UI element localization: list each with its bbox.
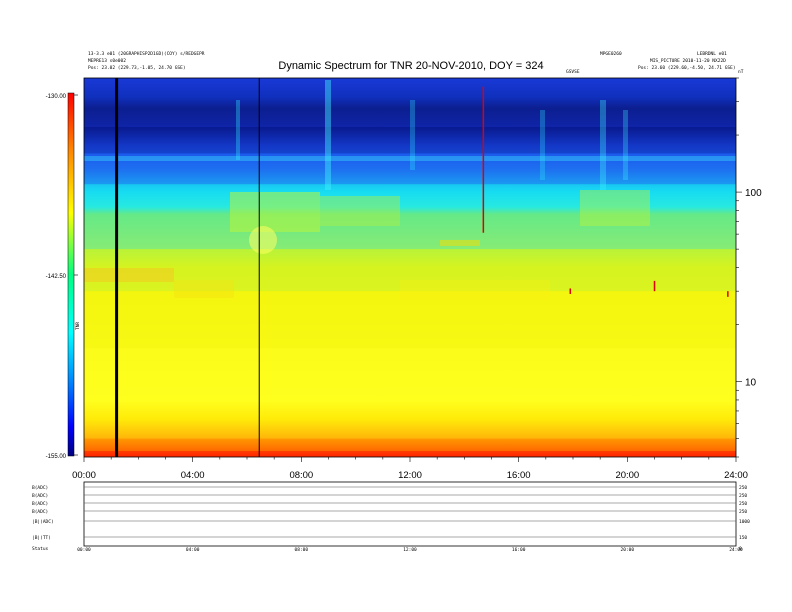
- sub-panel-time-label-6: 24:00: [729, 547, 743, 553]
- time-tick-label-2: 08:00: [289, 470, 313, 481]
- spectrogram-plot: [83, 77, 737, 458]
- colorbar-ticks: [74, 94, 78, 456]
- sub-panel-time-ticks: 00:00 04:00 08:00 12:00 16:00 20:00 24:00: [77, 547, 743, 553]
- header-left-line-2: MEPRE13 s0e002: [88, 58, 126, 64]
- frequency-band-7: [84, 438, 736, 452]
- frequency-band-2: [84, 153, 736, 185]
- frequency-band-4: [84, 249, 736, 292]
- sub-panel-label-5: |B|(TT): [32, 535, 51, 541]
- frequency-axis: 100 10: [736, 77, 762, 458]
- frequency-band-8: [84, 451, 736, 457]
- header-left-line-1: 13-3.3 e01 (20GRAPHISP2D1GD)(COY) s/REDG…: [88, 51, 205, 57]
- colorbar-tick-mid: -142.50: [46, 274, 67, 280]
- header-mid-right: GSVSE: [566, 69, 580, 75]
- time-axis: 00:00 04:00 08:00 12:00 16:00 20:00 24:00: [72, 457, 748, 481]
- sub-panel-right-label-5: 150: [739, 535, 747, 541]
- colorbar-label: TNR: [75, 322, 81, 330]
- colorbar: [67, 92, 75, 457]
- header-right-line-4: Pos: 23.60 (229.60,-4.50, 24.71 GSE): [638, 65, 736, 71]
- sub-panel-right-label-3: 250: [739, 509, 747, 515]
- sub-panel-time-label-2: 08:00: [295, 547, 309, 553]
- sub-panel-time-label-5: 20:00: [621, 547, 635, 553]
- frequency-band-6: [84, 348, 736, 439]
- freq-tick-label-0: 100: [745, 188, 762, 199]
- header-corner: nT: [738, 69, 744, 75]
- sub-panel-label-2: B(ADC): [32, 501, 48, 507]
- time-tick-label-0: 00:00: [72, 470, 96, 481]
- spectrogram-texture: [84, 80, 736, 300]
- sub-panel-right-label-1: 250: [739, 493, 747, 499]
- time-tick-label-6: 24:00: [724, 470, 748, 481]
- spectrogram-background: [84, 78, 736, 457]
- sub-panel-right-label-4: 1000: [739, 519, 750, 525]
- sub-panel-label-6: Status: [32, 546, 49, 552]
- sub-panel-time-label-4: 16:00: [512, 547, 526, 553]
- colorbar-tick-top: -130.00: [46, 94, 67, 100]
- frequency-band-1: [84, 127, 736, 154]
- time-tick-label-5: 20:00: [615, 470, 639, 481]
- time-tick-label-4: 16:00: [507, 470, 531, 481]
- sub-panel-rows: B(ADC) 250 B(ADC) 250 B(ADC) 250 B(ADC) 250 |B|(…: [32, 485, 750, 552]
- chart-title: Dynamic Spectrum for TNR 20-NOV-2010, DO…: [278, 60, 543, 72]
- freq-tick-label-1: 10: [745, 378, 757, 389]
- sub-panel-right-label-0: 250: [739, 485, 747, 491]
- header-right-line-3: MIS_PICTURE 2010-11-20 NX22D: [650, 58, 726, 64]
- sub-panel-time-label-1: 04:00: [186, 547, 200, 553]
- header-right-line-2: LEBRDNL e01: [697, 51, 727, 57]
- frequency-band-layer: [84, 78, 736, 457]
- sub-panel-label-3: B(ADC): [32, 509, 48, 515]
- sub-panel-time-label-3: 12:00: [403, 547, 417, 553]
- sub-panel-right-label-6: 0: [739, 546, 742, 552]
- time-tick-label-3: 12:00: [398, 470, 422, 481]
- colorbar-tick-bottom: -155.00: [46, 454, 67, 460]
- sub-panel-label-1: B(ADC): [32, 493, 48, 499]
- sub-panel-frame: [83, 481, 737, 547]
- data-gap-layer: [115, 78, 260, 457]
- burst-layer: [482, 86, 729, 297]
- sub-panel-label-0: B(ADC): [32, 485, 48, 491]
- sub-panels: B(ADC) 250 B(ADC) 250 B(ADC) 250 B(ADC) 250 |B|(…: [32, 481, 750, 553]
- sub-panel-right-label-2: 250: [739, 501, 747, 507]
- header-left-line-3: Pos: 23.02 (229.73,-1.05, 24.70 GSE): [88, 65, 186, 71]
- time-tick-label-1: 04:00: [181, 470, 205, 481]
- frequency-band-3: [84, 184, 736, 250]
- header-right-line-1: MPGE0260: [600, 51, 622, 57]
- sub-panel-time-label-0: 00:00: [77, 547, 91, 553]
- frequency-band-5: [84, 291, 736, 349]
- frequency-band-0: [84, 78, 736, 128]
- sub-panel-label-4: |B|(ADC): [32, 519, 54, 525]
